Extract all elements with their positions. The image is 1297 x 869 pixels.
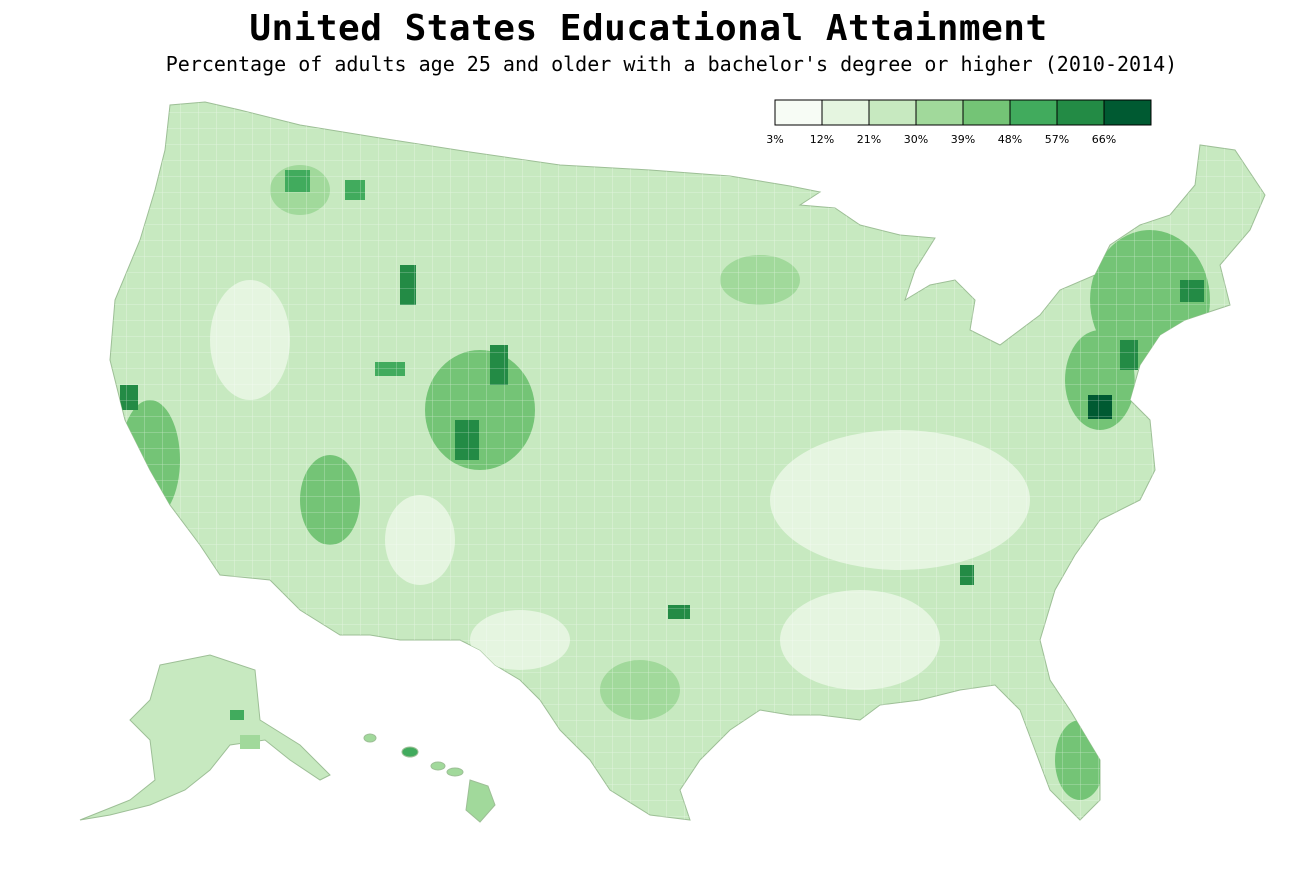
map-title: United States Educational Attainment: [249, 8, 1048, 49]
legend-swatches: [774, 99, 1152, 126]
legend-swatch: [821, 99, 870, 126]
legend-tick-label: 12%: [809, 133, 835, 146]
map-subtitle: Percentage of adults age 25 and older wi…: [165, 52, 1178, 76]
legend-swatch: [1103, 99, 1152, 126]
contiguous-us: [109, 101, 1266, 821]
legend-swatch: [915, 99, 964, 126]
legend-tick-label: 21%: [856, 133, 882, 146]
legend-swatch: [1056, 99, 1105, 126]
legend-swatch: [774, 99, 823, 126]
legend-tick-label: 66%: [1091, 133, 1117, 146]
legend-tick-label: 57%: [1044, 133, 1070, 146]
color-legend: 3% 12% 21% 30% 39% 48% 57% 66%: [766, 96, 1160, 156]
alaska: [79, 654, 331, 821]
hawaii: [363, 733, 496, 823]
legend-swatch: [962, 99, 1011, 126]
legend-swatch: [1009, 99, 1058, 126]
legend-tick-label: 48%: [997, 133, 1023, 146]
legend-tick-label: 3%: [766, 133, 784, 146]
legend-swatch: [868, 99, 917, 126]
legend-tick-label: 30%: [903, 133, 929, 146]
legend-tick-label: 39%: [950, 133, 976, 146]
